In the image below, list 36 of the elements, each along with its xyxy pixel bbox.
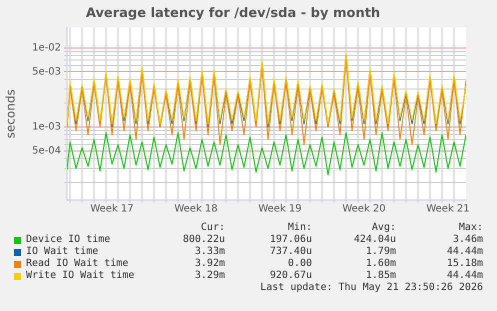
text: Max: bbox=[458, 222, 483, 234]
y-tick-label: 5e-03 bbox=[32, 66, 61, 78]
text: 44.44m bbox=[446, 270, 483, 282]
legend-label: Read IO Wait time bbox=[26, 258, 128, 270]
chart-title: Average latency for /dev/sda - by month bbox=[86, 6, 380, 22]
legend-label: Write IO Wait time bbox=[26, 270, 134, 282]
text: 1.79m bbox=[366, 246, 396, 258]
text: 800.22u bbox=[182, 234, 225, 246]
text: 0.00 bbox=[288, 258, 312, 270]
text: 3.92m bbox=[194, 258, 225, 270]
text: 3.33m bbox=[194, 246, 225, 258]
y-tick-label: 5e-04 bbox=[32, 145, 61, 156]
text: 1.85m bbox=[366, 270, 396, 282]
y-tick-label: 1e-02 bbox=[32, 42, 61, 54]
text: Cur: bbox=[200, 222, 225, 234]
x-tick-label: Week 18 bbox=[174, 204, 218, 215]
text: 1.60m bbox=[366, 258, 396, 270]
legend-label: Device IO time bbox=[26, 234, 110, 246]
legend-label: IO Wait time bbox=[26, 246, 98, 258]
text: 3.46m bbox=[452, 234, 483, 246]
y-tick-label: 1e-03 bbox=[32, 122, 61, 133]
text: 920.67u bbox=[270, 270, 312, 282]
x-tick-label: Week 19 bbox=[258, 204, 302, 215]
text: Avg: bbox=[372, 222, 396, 234]
x-tick-label: Week 17 bbox=[90, 204, 134, 215]
y-axis-title: seconds bbox=[3, 89, 18, 138]
text: 44.44m bbox=[446, 246, 483, 258]
text: 197.06u bbox=[270, 234, 312, 246]
text: 737.40u bbox=[270, 246, 312, 258]
text: Min: bbox=[288, 222, 312, 234]
x-tick-label: Week 20 bbox=[342, 204, 386, 215]
text: 15.18m bbox=[446, 258, 483, 270]
text: 3.29m bbox=[194, 270, 225, 282]
text: 424.04u bbox=[354, 234, 396, 246]
x-tick-label: Week 21 bbox=[426, 204, 470, 215]
text: Last update: Thu May 21 23:50:26 2026 bbox=[260, 282, 483, 294]
